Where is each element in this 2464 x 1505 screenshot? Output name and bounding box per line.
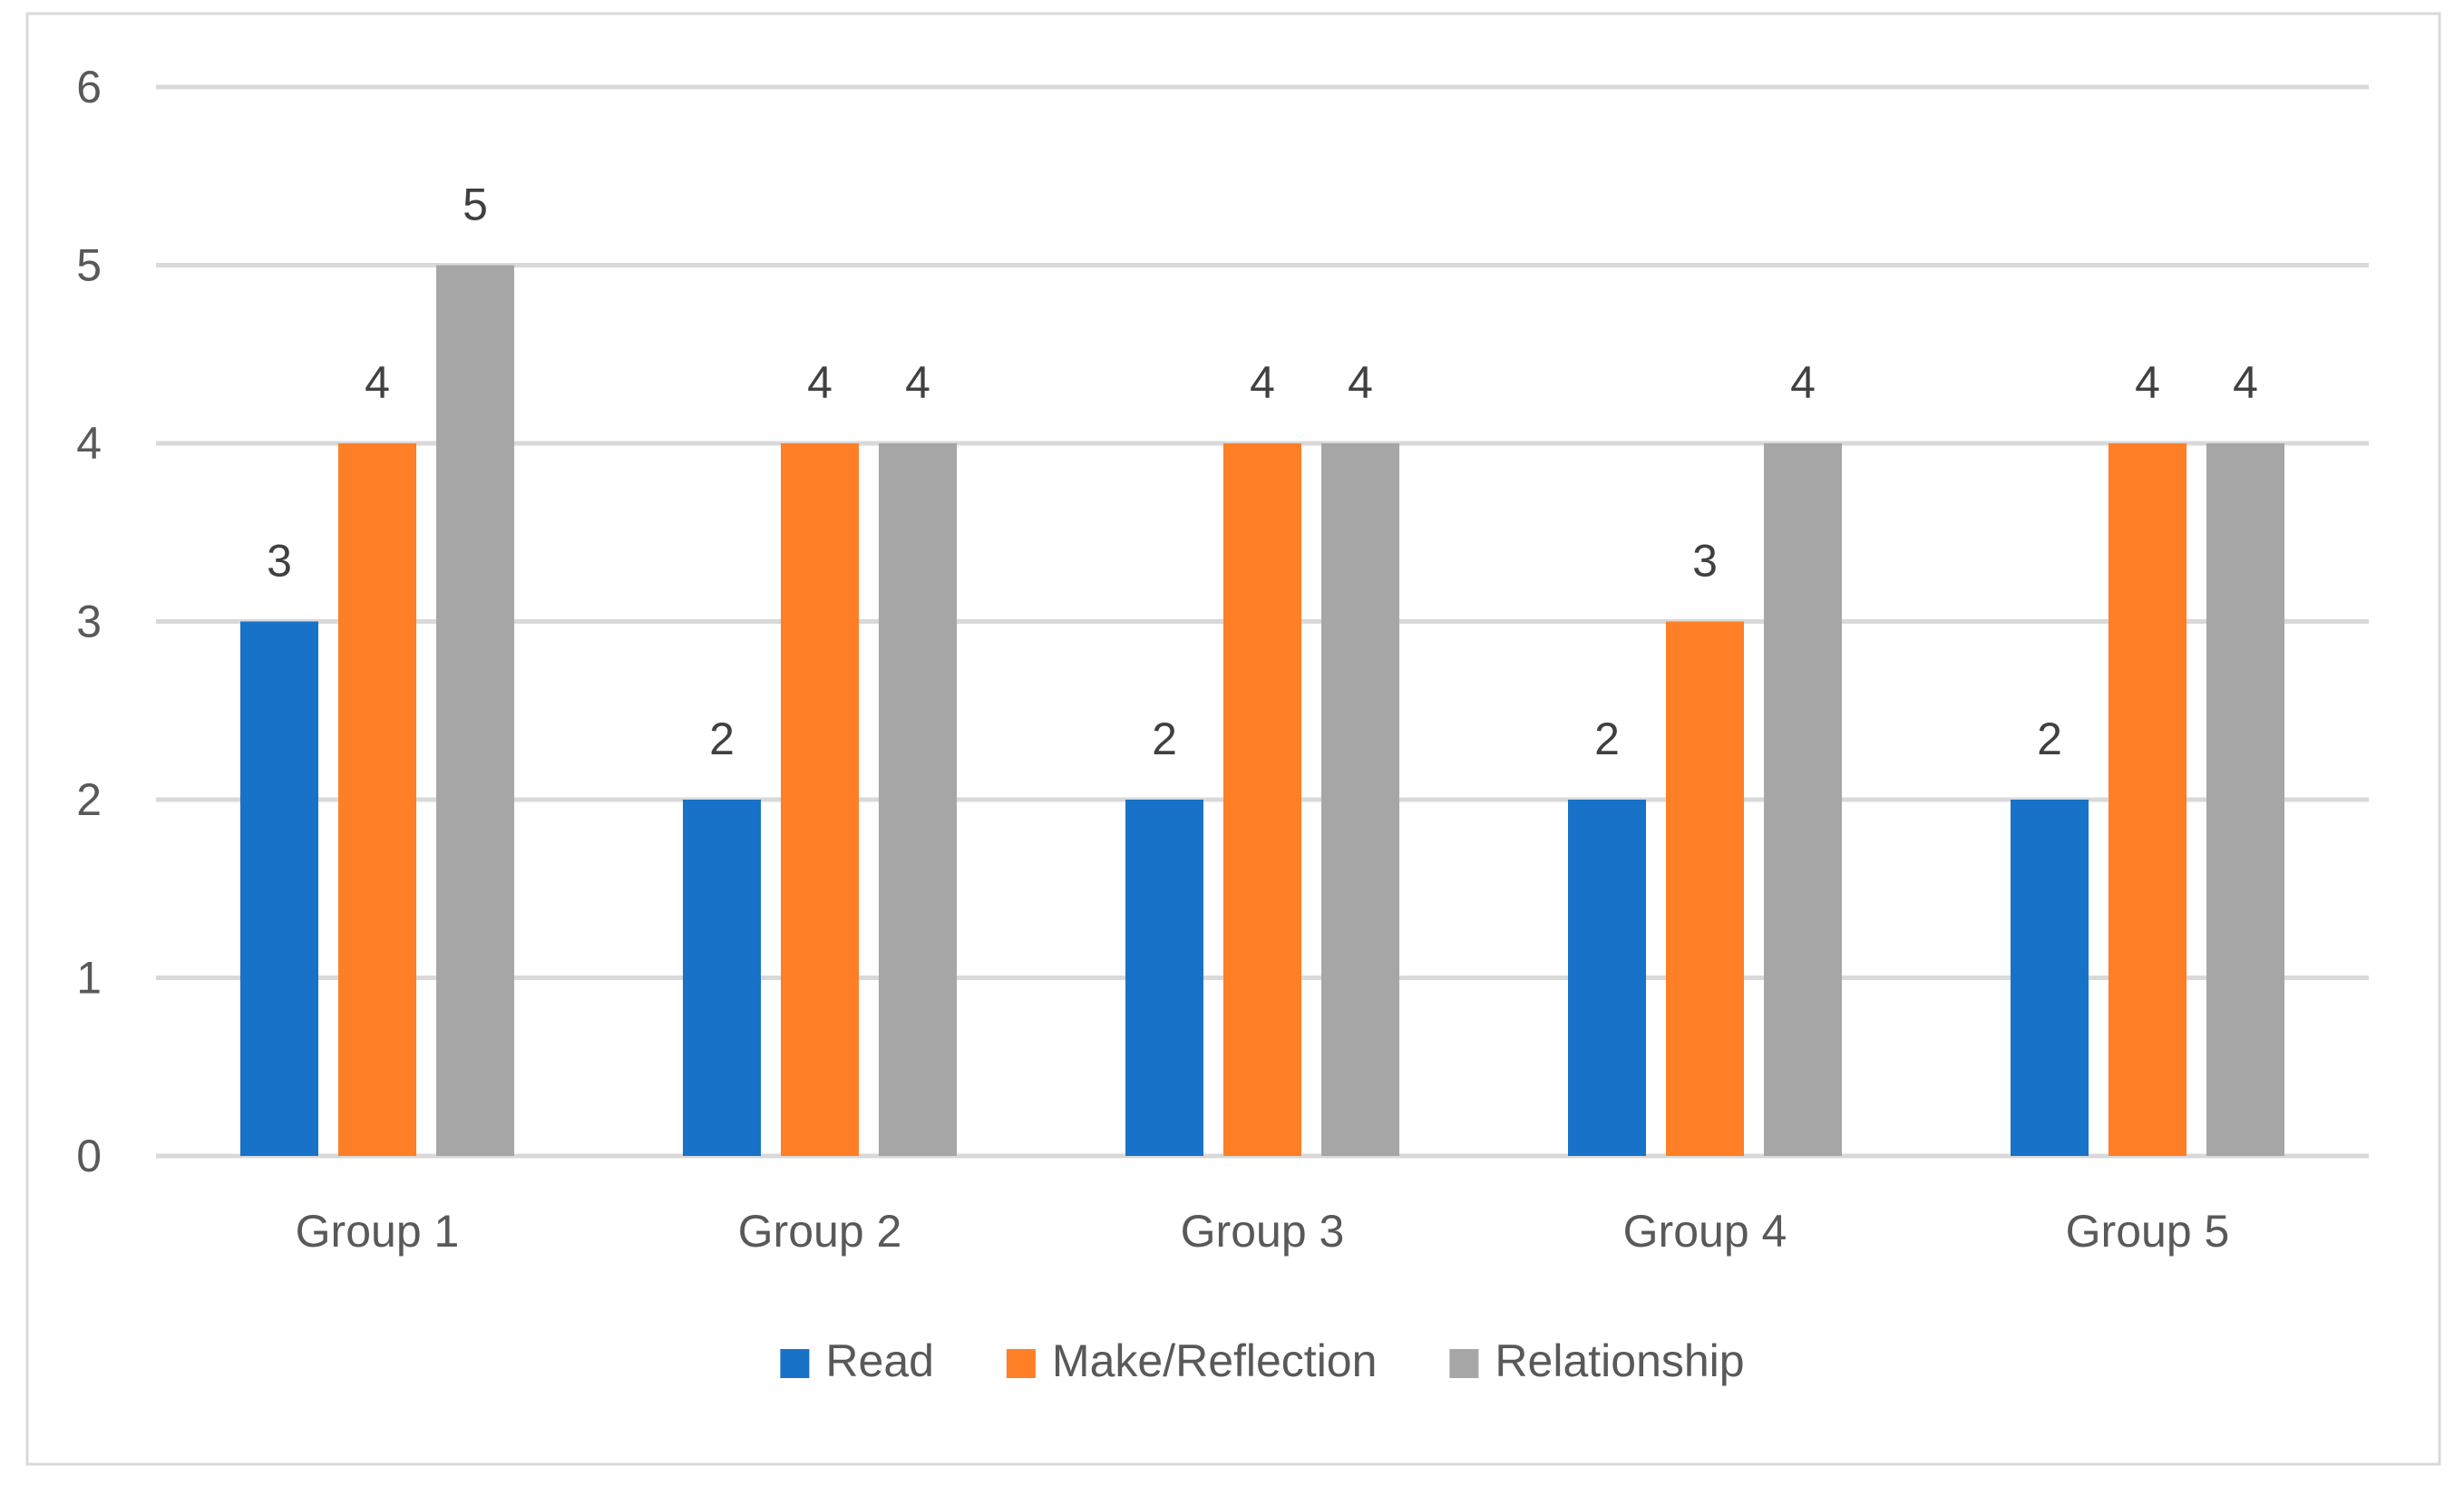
data-label: 4 — [1250, 357, 1275, 408]
data-label: 4 — [1348, 357, 1373, 408]
legend-item: Relationship — [1449, 1335, 1745, 1386]
data-label: 5 — [463, 180, 488, 230]
data-label: 4 — [365, 357, 390, 408]
data-label: 4 — [807, 357, 833, 408]
bar — [1568, 800, 1646, 1156]
bar — [2206, 443, 2284, 1156]
data-label: 4 — [1790, 357, 1816, 408]
x-axis-tick-labels: Group 1 Group 2 Group 3 Group 4 Group 5 — [296, 1206, 2230, 1257]
legend-swatch — [780, 1349, 810, 1378]
data-label: 2 — [1152, 714, 1177, 764]
data-label: 2 — [709, 714, 735, 764]
data-label: 2 — [2037, 714, 2062, 764]
bar — [781, 443, 859, 1156]
y-tick-label: 0 — [76, 1131, 102, 1181]
data-label: 4 — [2135, 357, 2160, 408]
legend-label: Read — [825, 1335, 934, 1386]
bar — [240, 621, 318, 1156]
data-label: 4 — [2233, 357, 2258, 408]
bar — [683, 800, 761, 1156]
x-tick-label: Group 4 — [1623, 1206, 1787, 1257]
y-axis-tick-labels: 0 1 2 3 4 5 6 — [76, 62, 102, 1181]
bar — [1666, 621, 1744, 1156]
legend-swatch — [1006, 1349, 1036, 1378]
x-tick-label: Group 5 — [2066, 1206, 2230, 1257]
bars — [240, 265, 2284, 1156]
legend-label: Relationship — [1495, 1335, 1744, 1386]
bar — [2011, 800, 2089, 1156]
bar — [1125, 800, 1203, 1156]
x-tick-label: Group 3 — [1181, 1206, 1345, 1257]
y-tick-label: 4 — [76, 418, 102, 469]
data-labels: 3 4 5 2 4 4 2 4 4 2 3 4 2 4 4 — [267, 180, 2258, 765]
bar — [338, 443, 416, 1156]
y-tick-label: 6 — [76, 62, 102, 112]
data-label: 2 — [1594, 714, 1620, 764]
x-tick-label: Group 2 — [738, 1206, 902, 1257]
bar — [1223, 443, 1301, 1156]
legend-swatch — [1449, 1349, 1479, 1378]
y-tick-label: 5 — [76, 240, 102, 291]
x-tick-label: Group 1 — [296, 1206, 460, 1257]
legend: Read Make/Reflection Relationship — [780, 1335, 1745, 1386]
bar — [879, 443, 957, 1156]
legend-item: Make/Reflection — [1006, 1335, 1378, 1386]
bar — [2109, 443, 2186, 1156]
bar — [1764, 443, 1842, 1156]
data-label: 4 — [905, 357, 930, 408]
bar — [436, 265, 514, 1156]
data-label: 3 — [1692, 536, 1718, 587]
y-tick-label: 2 — [76, 774, 102, 825]
legend-item: Read — [780, 1335, 934, 1386]
legend-label: Make/Reflection — [1052, 1335, 1378, 1386]
data-label: 3 — [267, 536, 292, 587]
y-tick-label: 1 — [76, 953, 102, 1004]
y-tick-label: 3 — [76, 597, 102, 647]
bar — [1321, 443, 1399, 1156]
